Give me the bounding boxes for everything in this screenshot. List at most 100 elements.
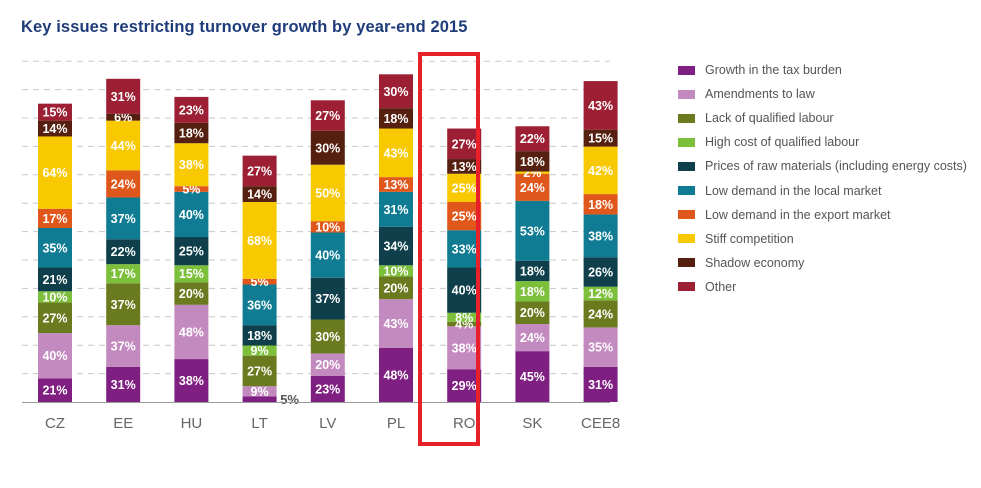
bar-segment (174, 143, 209, 187)
data-label: 48% (383, 368, 408, 382)
bar-segment (583, 214, 618, 258)
data-label: 35% (42, 241, 67, 255)
bar-segment (583, 327, 618, 367)
bar-segment (242, 201, 277, 279)
bar-segment (174, 191, 209, 238)
bar-segment (38, 103, 72, 121)
x-tick-label: HU (181, 415, 203, 432)
data-label: 44% (111, 139, 136, 153)
bar-segment (447, 173, 482, 202)
data-label: 33% (452, 242, 477, 256)
legend-swatch (678, 137, 695, 147)
legend-label: Lack of qualified labour (705, 111, 834, 126)
bar-segment (379, 299, 413, 348)
bar-segment (38, 378, 72, 402)
data-label: 37% (111, 340, 136, 354)
bar-segment (583, 81, 618, 130)
data-label: 10% (42, 290, 67, 304)
bar-segment (310, 100, 345, 131)
data-label: 27% (315, 109, 340, 123)
legend-item: Low demand in the export market (678, 203, 967, 227)
data-label: 27% (452, 137, 477, 151)
data-label: 31% (383, 203, 408, 217)
bar-segment (515, 151, 550, 172)
bar-segment (515, 200, 550, 261)
bar-segment (174, 96, 209, 123)
bar-segment (310, 376, 345, 402)
x-tick-label: EE (113, 415, 133, 432)
data-label: 43% (383, 146, 408, 160)
bar-segment (583, 129, 618, 147)
data-label: 40% (179, 208, 204, 222)
bar-segment (379, 108, 413, 129)
legend-item: Amendments to law (678, 82, 967, 106)
legend-label: Low demand in the local market (705, 183, 882, 198)
data-label: 21% (42, 273, 67, 287)
data-label: 30% (383, 85, 408, 99)
bar-segment (242, 355, 277, 387)
data-label: 36% (247, 298, 272, 312)
data-label: 38% (179, 158, 204, 172)
legend-label: Growth in the tax burden (705, 63, 842, 78)
bar-segment (38, 291, 72, 303)
legend-item: High cost of qualified labour (678, 130, 967, 154)
highlight-box-ro (418, 52, 480, 446)
bar-segment (515, 281, 550, 302)
bar-segment (515, 173, 550, 201)
data-label: 9% (251, 344, 269, 358)
data-label: 18% (520, 155, 545, 169)
data-label: 45% (520, 370, 545, 384)
x-tick-label: PL (387, 415, 405, 432)
bar-segment (379, 276, 413, 300)
bar-segment (242, 155, 277, 187)
bar-segment (174, 186, 209, 192)
legend-label: Low demand in the export market (705, 207, 891, 222)
data-label: 42% (588, 164, 613, 178)
legend-swatch (678, 186, 695, 196)
data-label: 12% (588, 287, 613, 301)
bar-segment (379, 347, 413, 402)
bar-segment (174, 237, 209, 266)
data-label: 15% (42, 106, 67, 120)
data-label: 27% (42, 311, 67, 325)
data-label: 38% (179, 374, 204, 388)
bar-segment (38, 120, 72, 137)
data-label: 10% (383, 264, 408, 278)
legend-label: High cost of qualified labour (705, 135, 860, 150)
bar-segment (515, 171, 550, 174)
bar-segment (583, 366, 618, 402)
bar-segment (106, 239, 141, 265)
legend-label: Other (705, 279, 737, 294)
legend-label: Prices of raw materials (including energ… (705, 159, 967, 174)
bar-segment (242, 386, 277, 397)
legend-label: Amendments to law (705, 87, 815, 102)
data-label: 40% (315, 249, 340, 263)
legend-swatch (678, 234, 695, 244)
data-label: 18% (520, 285, 545, 299)
data-label: 14% (42, 122, 67, 136)
legend-swatch (678, 89, 695, 99)
bar-segment (379, 191, 413, 227)
data-label: 20% (520, 306, 545, 320)
x-tick-label: LT (251, 415, 267, 432)
bar-segment (583, 146, 618, 195)
bar-segment (310, 319, 345, 354)
bar-segment (242, 186, 277, 202)
legend-swatch (678, 210, 695, 220)
bar-segment (379, 128, 413, 178)
data-label: 23% (179, 103, 204, 117)
bar-segment (379, 177, 413, 192)
data-label: 18% (588, 198, 613, 212)
bar-segment (242, 396, 277, 402)
data-label: 21% (42, 384, 67, 398)
legend-swatch (678, 161, 695, 171)
data-label: 64% (42, 166, 67, 180)
bar-segment (242, 278, 277, 285)
bar-segment (447, 326, 482, 370)
bar-segment (106, 78, 141, 114)
data-label: 37% (111, 212, 136, 226)
data-label: 20% (383, 281, 408, 295)
data-label: 18% (247, 329, 272, 343)
bar-segment (242, 284, 277, 326)
x-tick-label: SK (522, 415, 542, 432)
